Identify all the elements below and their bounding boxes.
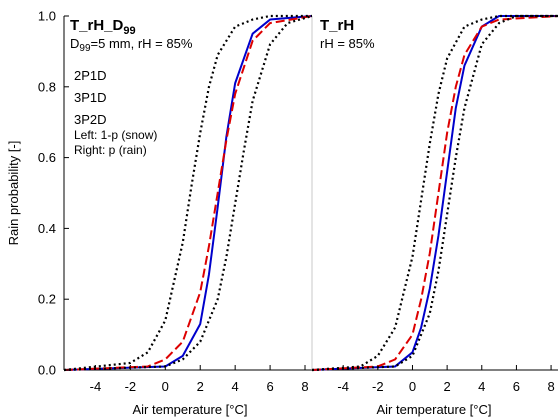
left-curve-2p1d <box>63 15 313 371</box>
y-tick-label: 0.6 <box>38 150 56 165</box>
left-curve-3p2d-p-rain- <box>63 14 313 372</box>
left-x-tick-label: -4 <box>90 379 102 394</box>
left-x-tick-label: 2 <box>197 379 204 394</box>
right-curve-3p2d-p-rain- <box>311 14 558 372</box>
left-curve-3p2d-1-p-snow- <box>63 14 312 372</box>
right-panel-parameters: rH = 85% <box>320 36 375 51</box>
right-x-tick-label: -4 <box>337 379 349 394</box>
right-x-tick-label: 6 <box>513 379 520 394</box>
right-x-tick-label: 8 <box>547 379 554 394</box>
right-curve-3p2d-1-p-snow- <box>311 14 558 372</box>
right-panel: -4 -2 0 2 4 6 8 T_rH rH = 85% Air temperature … <box>311 14 558 417</box>
left-x-axis-title: Air temperature [°C] <box>132 402 247 417</box>
left-x-tick-label: -2 <box>125 379 137 394</box>
left-panel: -4 -2 0 2 4 6 8 T_rH_D99 D99=5 mm, rH = 85% 2P… <box>63 14 313 417</box>
left-x-tick-label: 8 <box>301 379 308 394</box>
y-tick-label: 0.8 <box>38 79 56 94</box>
left-curve-3p1d <box>63 15 313 371</box>
left-curves <box>63 14 313 372</box>
legend-3p2d: 3P2D <box>74 112 107 127</box>
note-left-snow: Left: 1-p (snow) <box>74 128 157 142</box>
y-tick-label: 0.4 <box>38 221 56 236</box>
right-x-tick-label: 0 <box>409 379 416 394</box>
y-tick-label: 1.0 <box>38 9 56 24</box>
legend-2p1d: 2P1D <box>74 68 107 83</box>
right-x-axis-title: Air temperature [°C] <box>376 402 491 417</box>
left-x-tick-label: 0 <box>162 379 169 394</box>
right-curve-2p1d <box>311 15 558 371</box>
y-tick-label: 0.0 <box>38 363 56 378</box>
right-ticks: -4 -2 0 2 4 6 8 <box>337 365 555 394</box>
right-x-tick-label: 2 <box>444 379 451 394</box>
right-curves <box>311 14 558 372</box>
right-panel-title: T_rH <box>320 17 354 34</box>
left-x-tick-label: 6 <box>266 379 273 394</box>
y-axis: 0.0 0.2 0.4 0.6 0.8 1.0 <box>38 9 69 378</box>
y-tick-label: 0.2 <box>38 292 56 307</box>
left-ticks: -4 -2 0 2 4 6 8 <box>90 365 309 394</box>
right-x-tick-label: 4 <box>478 379 485 394</box>
left-panel-parameters: D99=5 mm, rH = 85% <box>70 36 193 54</box>
right-curve-3p1d <box>311 15 558 371</box>
y-axis-title: Rain probability [-] <box>6 141 21 246</box>
left-panel-title: T_rH_D99 <box>70 17 136 37</box>
note-right-rain: Right: p (rain) <box>74 143 147 157</box>
left-x-tick-label: 4 <box>232 379 239 394</box>
right-x-tick-label: -2 <box>372 379 384 394</box>
legend-3p1d: 3P1D <box>74 90 107 105</box>
